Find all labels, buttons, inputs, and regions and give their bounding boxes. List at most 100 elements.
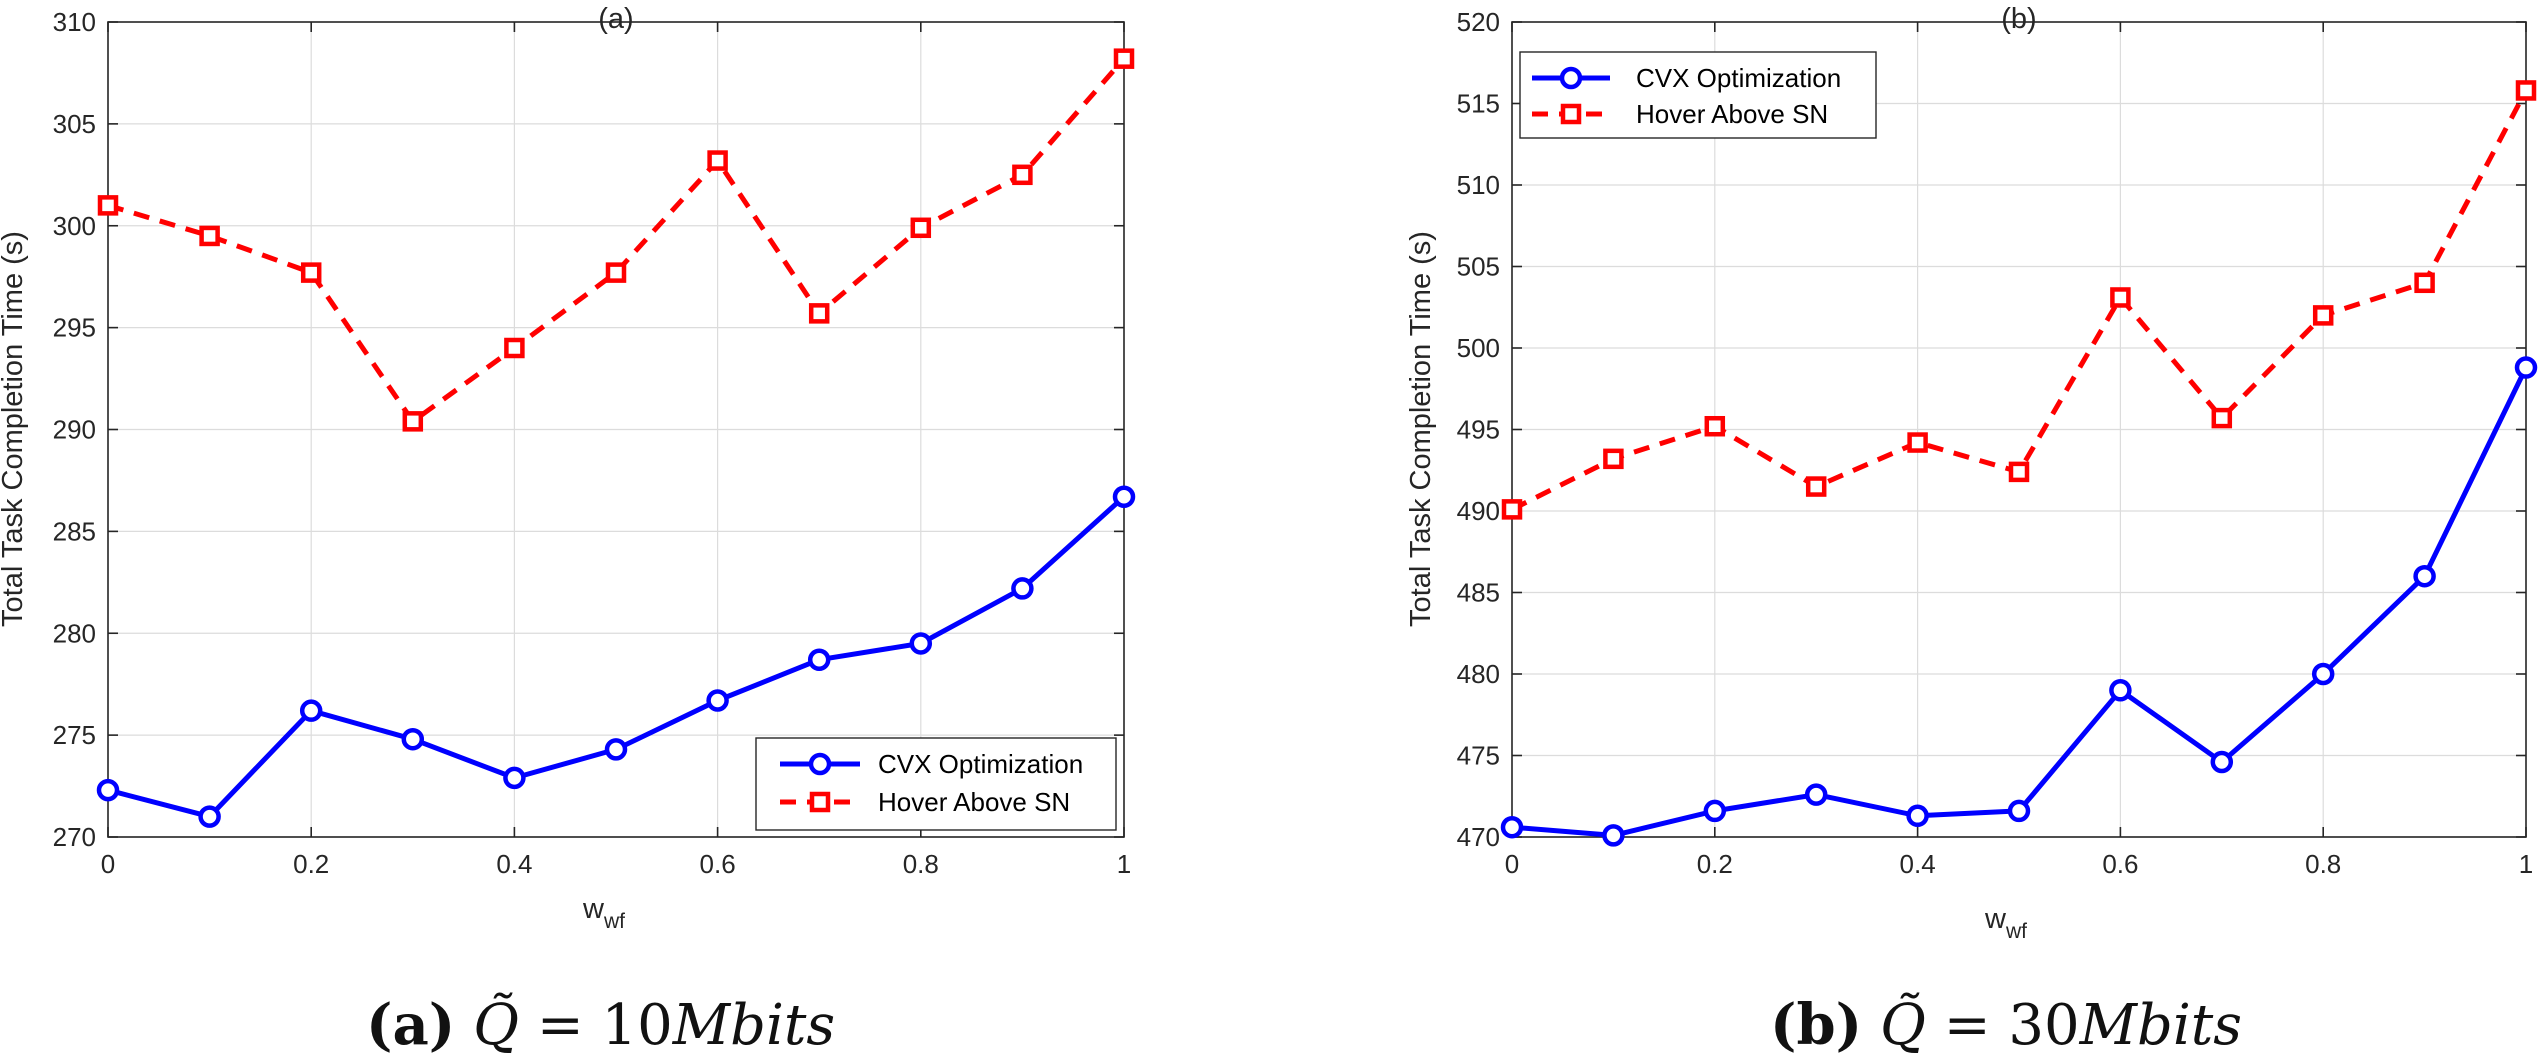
- y-tick-label: 295: [53, 313, 96, 343]
- y-tick-labels: 470 475 480 485 490 495 500 505 510 515 520: [1457, 7, 1500, 852]
- caption-b: (b) Q̃ = 30Mbits: [1770, 992, 2242, 1058]
- data-point-hover-above-sn: [1501, 499, 1523, 520]
- legend-marker-cvx: [808, 752, 832, 776]
- data-point-cvx-optimization: [2311, 662, 2335, 686]
- data-point-hover-above-sn: [402, 411, 424, 432]
- caption-label: (b): [1770, 992, 1862, 1058]
- caption-q-symbol: Q̃: [1880, 992, 1926, 1058]
- legend-marker-cvx: [1559, 66, 1583, 90]
- data-point-hover-above-sn: [2008, 461, 2030, 483]
- legend-marker-hover: [809, 791, 831, 813]
- y-tick-label: 510: [1457, 170, 1500, 200]
- tick-marks: [107, 21, 1125, 838]
- x-axis-label: wwf: [582, 893, 625, 933]
- data-point-hover-above-sn: [2312, 305, 2334, 326]
- y-tick-label: 490: [1457, 496, 1500, 526]
- data-point-hover-above-sn: [1113, 48, 1135, 69]
- x-tick-label: 0: [101, 849, 115, 879]
- legend-marker-hover: [1560, 103, 1582, 125]
- data-point-cvx-optimization: [96, 778, 120, 802]
- y-tick-label: 485: [1457, 578, 1500, 608]
- data-point-cvx-optimization: [401, 727, 425, 751]
- y-tick-label: 475: [1457, 741, 1500, 771]
- legend-label-hover: Hover Above SN: [878, 787, 1070, 817]
- y-axis-label: Total Task Completion Time (s): [1405, 231, 1437, 627]
- data-point-hover-above-sn: [2515, 80, 2537, 101]
- data-point-hover-above-sn: [1012, 164, 1033, 186]
- data-point-cvx-optimization: [1500, 815, 1524, 839]
- data-point-hover-above-sn: [504, 337, 525, 359]
- caption-q-symbol: Q̃: [473, 992, 519, 1058]
- data-point-cvx-optimization: [299, 699, 323, 722]
- x-axis-label-sub: wf: [603, 910, 625, 933]
- data-point-hover-above-sn: [199, 225, 220, 247]
- caption-equals: = 30: [1926, 993, 2080, 1058]
- plot-title: (b): [2001, 3, 2036, 35]
- x-tick-label: 0.2: [1697, 849, 1733, 879]
- data-point-cvx-optimization: [1703, 799, 1727, 823]
- data-point-hover-above-sn: [1805, 476, 1827, 497]
- legend: CVX Optimization Hover Above SN: [1519, 51, 1877, 139]
- x-axis-label-main: w: [582, 893, 605, 925]
- tick-marks: [1511, 21, 2527, 838]
- legend-box: [755, 737, 1117, 831]
- x-tick-label: 1: [1117, 849, 1131, 879]
- caption-a: (a) Q̃ = 10Mbits: [366, 992, 835, 1058]
- x-tick-label: 0.4: [496, 849, 532, 879]
- legend: CVX Optimization Hover Above SN: [755, 737, 1117, 831]
- data-point-cvx-optimization: [706, 689, 729, 712]
- y-tick-label: 275: [53, 720, 96, 750]
- y-tick-label: 285: [53, 516, 96, 546]
- x-tick-label: 0: [1505, 849, 1519, 879]
- data-point-cvx-optimization: [503, 766, 526, 790]
- caption-unit: Mbits: [2079, 993, 2242, 1058]
- data-point-cvx-optimization: [909, 632, 933, 655]
- data-point-hover-above-sn: [707, 150, 728, 171]
- x-tick-label: 0.6: [2102, 849, 2138, 879]
- data-point-cvx-optimization: [2514, 356, 2538, 379]
- x-axis-label-sub: wf: [2005, 920, 2027, 943]
- data-point-cvx-optimization: [2007, 799, 2031, 823]
- data-point-hover-above-sn: [1907, 432, 1928, 453]
- legend-label-cvx: CVX Optimization: [1636, 63, 1841, 93]
- data-point-cvx-optimization: [1804, 783, 1828, 806]
- data-point-cvx-optimization: [1602, 824, 1625, 847]
- data-point-cvx-optimization: [2413, 564, 2436, 588]
- x-tick-label: 0.2: [293, 849, 329, 879]
- caption-unit: Mbits: [672, 993, 835, 1058]
- data-point-hover-above-sn: [808, 303, 830, 324]
- data-point-hover-above-sn: [2211, 407, 2233, 429]
- caption-label: (a): [366, 992, 455, 1058]
- data-point-hover-above-sn: [2414, 272, 2435, 294]
- y-tick-label: 300: [53, 211, 96, 241]
- data-point-hover-above-sn: [2110, 287, 2131, 308]
- caption-equals: = 10: [519, 993, 673, 1058]
- data-point-hover-above-sn: [910, 217, 932, 239]
- data-point-cvx-optimization: [198, 805, 221, 828]
- x-tick-label: 0.4: [1900, 849, 1936, 879]
- legend-label-cvx: CVX Optimization: [878, 749, 1083, 779]
- y-tick-label: 310: [53, 7, 96, 37]
- y-tick-label: 520: [1457, 7, 1500, 37]
- data-point-cvx-optimization: [1112, 485, 1136, 508]
- data-point-hover-above-sn: [300, 262, 322, 283]
- data-point-cvx-optimization: [604, 738, 628, 761]
- data-point-hover-above-sn: [97, 195, 119, 216]
- data-point-hover-above-sn: [605, 262, 627, 283]
- x-tick-labels: 0 0.2 0.4 0.6 0.8 1: [101, 849, 1131, 879]
- x-tick-labels: 0 0.2 0.4 0.6 0.8 1: [1505, 849, 2533, 879]
- y-tick-label: 270: [53, 822, 96, 852]
- data-point-hover-above-sn: [1603, 448, 1624, 470]
- data-point-cvx-optimization: [807, 648, 831, 671]
- series-layer: [1500, 80, 2538, 847]
- y-tick-label: 515: [1457, 89, 1500, 119]
- y-tick-label: 280: [53, 618, 96, 648]
- y-tick-label: 470: [1457, 822, 1500, 852]
- y-tick-label: 505: [1457, 252, 1500, 282]
- panel-a: 0 0.2 0.4 0.6 0.8 1 270 275 280 285 290 295 300 305 3…: [0, 3, 1136, 1058]
- caption-space: [455, 993, 473, 1058]
- x-tick-label: 1: [2519, 849, 2533, 879]
- y-tick-label: 500: [1457, 333, 1500, 363]
- x-axis-label-main: w: [1984, 903, 2007, 935]
